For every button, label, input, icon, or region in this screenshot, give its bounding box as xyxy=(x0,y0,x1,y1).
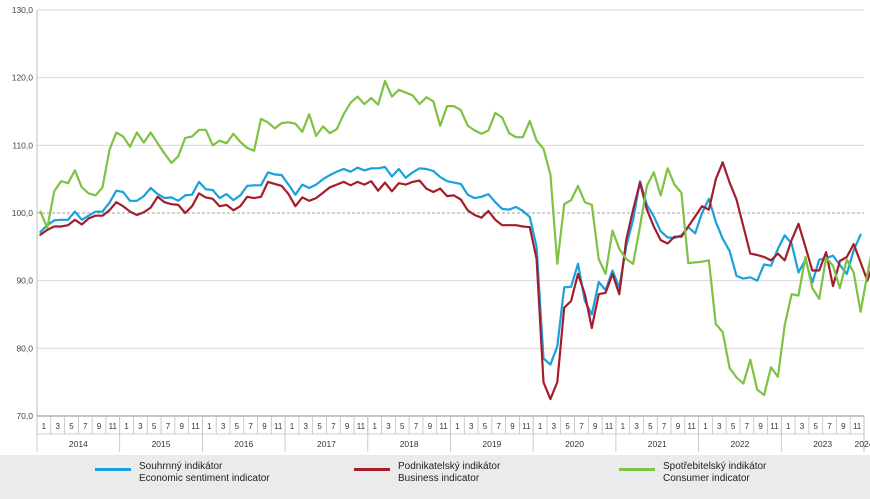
x-month-label: 1 xyxy=(290,422,295,431)
legend-swatch-1 xyxy=(354,468,390,471)
x-month-label: 11 xyxy=(274,422,283,431)
x-month-label: 9 xyxy=(179,422,184,431)
x-month-label: 3 xyxy=(469,422,474,431)
y-tick-label: 120,0 xyxy=(12,73,34,83)
x-month-label: 5 xyxy=(648,422,653,431)
x-month-label: 9 xyxy=(97,422,102,431)
x-month-label: 3 xyxy=(304,422,309,431)
y-tick-label: 110,0 xyxy=(12,140,33,150)
x-month-label: 3 xyxy=(386,422,391,431)
x-month-label: 7 xyxy=(745,422,750,431)
y-tick-label: 80,0 xyxy=(16,343,33,353)
x-month-label: 11 xyxy=(439,422,448,431)
x-year-label: 2022 xyxy=(730,439,749,449)
legend-label-en-1: Business indicator xyxy=(398,473,480,484)
x-year-label: 2016 xyxy=(234,439,253,449)
x-month-label: 5 xyxy=(317,422,322,431)
x-month-label: 1 xyxy=(42,422,47,431)
y-tick-label: 90,0 xyxy=(16,276,33,286)
x-month-label: 11 xyxy=(357,422,366,431)
x-month-label: 5 xyxy=(69,422,74,431)
x-year-label: 2018 xyxy=(400,439,419,449)
x-month-label: 7 xyxy=(83,422,88,431)
x-month-label: 5 xyxy=(731,422,736,431)
y-tick-label: 130,0 xyxy=(12,5,34,15)
x-month-label: 1 xyxy=(703,422,708,431)
x-month-label: 9 xyxy=(262,422,267,431)
x-month-label: 1 xyxy=(207,422,212,431)
x-month-label: 9 xyxy=(676,422,681,431)
x-year-label: 2017 xyxy=(317,439,336,449)
x-month-label: 1 xyxy=(372,422,377,431)
x-month-label: 7 xyxy=(166,422,171,431)
x-month-label: 11 xyxy=(605,422,614,431)
legend-swatch-2 xyxy=(619,468,655,471)
y-tick-label: 100,0 xyxy=(12,208,34,218)
x-month-label: 11 xyxy=(770,422,779,431)
x-month-label: 3 xyxy=(55,422,60,431)
x-month-label: 3 xyxy=(138,422,143,431)
x-month-label: 3 xyxy=(221,422,226,431)
grid-lines xyxy=(37,9,864,417)
x-year-label: 2021 xyxy=(648,439,667,449)
x-month-label: 7 xyxy=(662,422,667,431)
legend-swatch-0 xyxy=(95,468,131,471)
x-month-label: 9 xyxy=(345,422,350,431)
series-line-2 xyxy=(39,79,870,397)
x-year-label: 2024 xyxy=(855,439,870,449)
x-month-label: 7 xyxy=(827,422,832,431)
x-month-label: 3 xyxy=(800,422,805,431)
x-year-label: 2020 xyxy=(565,439,584,449)
legend-label-0: Souhrnný indikátor xyxy=(139,461,223,472)
x-month-label: 1 xyxy=(786,422,791,431)
x-month-label: 9 xyxy=(758,422,763,431)
x-month-label: 7 xyxy=(414,422,419,431)
x-month-label: 11 xyxy=(522,422,531,431)
y-axis: 70,0 80,0 90,0 100,0 110,0 120,0 130,0 xyxy=(12,5,38,421)
data-series xyxy=(39,79,870,401)
x-year-label: 2019 xyxy=(482,439,501,449)
x-month-label: 5 xyxy=(565,422,570,431)
x-month-label: 9 xyxy=(510,422,515,431)
x-month-label: 3 xyxy=(552,422,557,431)
x-month-label: 5 xyxy=(152,422,157,431)
x-month-label: 1 xyxy=(455,422,460,431)
legend: Souhrnný indikátor Economic sentiment in… xyxy=(0,455,870,499)
x-month-label: 5 xyxy=(235,422,240,431)
legend-label-en-0: Economic sentiment indicator xyxy=(139,473,270,484)
x-month-label: 5 xyxy=(483,422,488,431)
y-tick-label: 70,0 xyxy=(16,411,33,421)
legend-label-en-2: Consumer indicator xyxy=(663,473,750,484)
x-month-label: 7 xyxy=(497,422,502,431)
series-line-0 xyxy=(39,165,862,366)
x-month-label: 5 xyxy=(400,422,405,431)
x-month-label: 3 xyxy=(717,422,722,431)
x-axis: 1 3 5 7 9 11 1 3 5 7 9 11 1 3 5 7 9 11 1 3 5 7 9 11 1 3 5 7 9 11 1 3 5 7 9… xyxy=(36,415,870,452)
x-month-label: 7 xyxy=(248,422,253,431)
series-line-1 xyxy=(39,161,870,401)
x-year-label: 2014 xyxy=(69,439,88,449)
x-month-label: 11 xyxy=(109,422,118,431)
x-month-label: 9 xyxy=(841,422,846,431)
x-month-label: 11 xyxy=(853,422,862,431)
x-month-label: 1 xyxy=(621,422,626,431)
x-year-label: 2023 xyxy=(813,439,832,449)
legend-label-2: Spotřebitelský indikátor xyxy=(663,461,767,472)
x-month-label: 5 xyxy=(814,422,819,431)
x-month-label: 11 xyxy=(688,422,697,431)
x-month-label: 1 xyxy=(538,422,543,431)
x-month-label: 9 xyxy=(593,422,598,431)
x-month-label: 7 xyxy=(331,422,336,431)
x-month-label: 9 xyxy=(428,422,433,431)
x-year-label: 2015 xyxy=(152,439,171,449)
x-month-label: 1 xyxy=(124,422,129,431)
x-month-label: 3 xyxy=(634,422,639,431)
x-month-label: 7 xyxy=(579,422,584,431)
x-month-label: 11 xyxy=(191,422,200,431)
legend-label-1: Podnikatelský indikátor xyxy=(398,461,501,472)
